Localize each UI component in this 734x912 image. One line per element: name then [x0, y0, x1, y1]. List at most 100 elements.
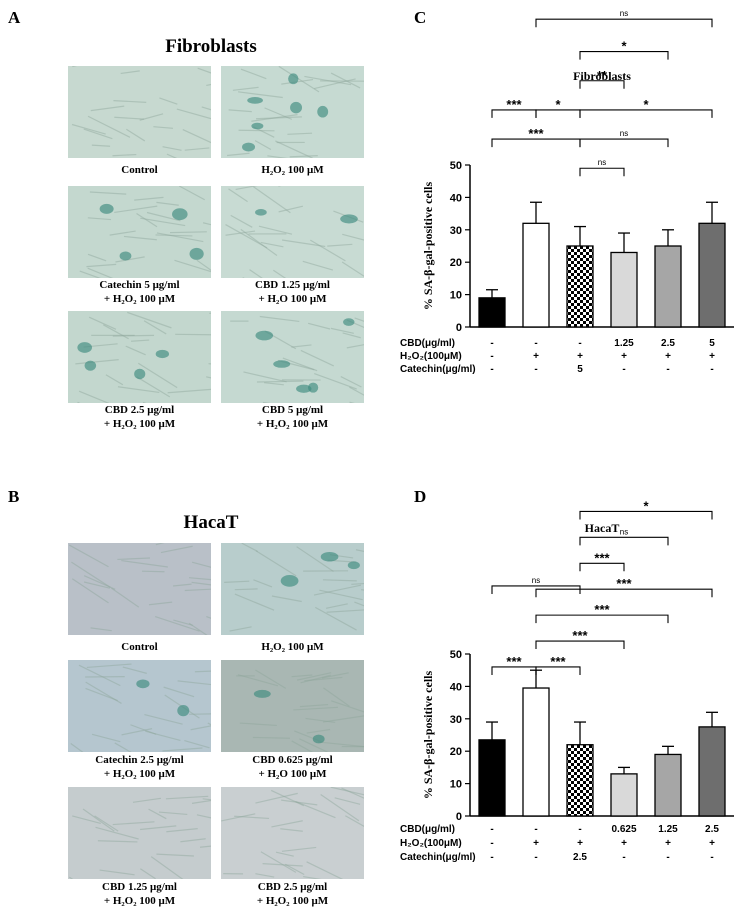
micrograph-caption: CBD 1.25 μg/ml + H₂O 100 μM	[211, 278, 374, 306]
significance-label: ***	[594, 602, 610, 617]
condition-cell: +	[621, 351, 627, 362]
bar	[698, 726, 726, 817]
condition-cell: 2.5	[705, 824, 719, 835]
caption-line-2: + H₂O 100 μM	[258, 768, 327, 780]
micrograph-a-5	[68, 311, 211, 403]
condition-row-label: H₂O₂(100μM)	[400, 351, 462, 362]
condition-cell: -	[534, 824, 538, 835]
condition-cell: +	[533, 351, 539, 362]
y-tick-label: 30	[450, 225, 462, 237]
bar	[698, 222, 726, 328]
micrograph-a-1	[68, 66, 211, 158]
caption-line-1: CBD 1.25 μg/ml	[255, 279, 330, 291]
caption-line-2: + H₂O₂ 100 μM	[103, 895, 176, 907]
significance-bracket	[579, 109, 713, 118]
caption-line-1: Catechin 5 μg/ml	[99, 279, 180, 291]
significance-label: *	[621, 39, 627, 54]
caption-line-2: + H₂O 100 μM	[258, 293, 327, 305]
bar	[610, 773, 638, 817]
micrograph-caption: H₂O₂ 100 μM	[211, 163, 374, 177]
y-tick-label: 50	[450, 649, 462, 661]
micrograph-a-4	[221, 186, 364, 278]
micrograph-caption: Control	[58, 163, 221, 177]
y-axis-label: % SA-β-gal-positive cells	[421, 182, 435, 311]
caption-line-1: Catechin 2.5 μg/ml	[95, 754, 184, 766]
significance-label: ns	[620, 129, 628, 138]
micrograph-b-1	[68, 543, 211, 635]
significance-label: **	[597, 68, 608, 83]
y-tick-label: 0	[456, 322, 462, 334]
micrograph-caption: CBD 5 μg/ml + H₂O₂ 100 μM	[211, 403, 374, 431]
significance-label: ***	[506, 97, 522, 112]
significance-label: *	[555, 97, 561, 112]
condition-cell: 1.25	[658, 824, 678, 835]
condition-row-label: CBD(μg/ml)	[400, 824, 455, 835]
condition-cell: +	[665, 838, 671, 849]
bar	[478, 297, 506, 328]
caption-line-1: CBD 2.5 μg/ml	[257, 881, 328, 893]
micrograph-b-4	[221, 660, 364, 752]
condition-cell: -	[490, 824, 494, 835]
caption-line-1: H₂O₂ 100 μM	[261, 641, 324, 653]
caption-line-1: CBD 1.25 μg/ml	[102, 881, 177, 893]
caption-line-1: H₂O₂ 100 μM	[261, 164, 324, 176]
condition-cell: 1.25	[614, 338, 634, 349]
significance-bracket	[491, 585, 581, 594]
significance-label: ***	[594, 550, 610, 565]
significance-label: ***	[506, 654, 522, 669]
condition-cell: 0.625	[611, 824, 637, 835]
condition-cell: -	[578, 338, 582, 349]
micrograph-b-6	[221, 787, 364, 879]
caption-line-2: + H₂O₂ 100 μM	[256, 895, 329, 907]
chart-d: HacaT % SA-β-gal-positive cells 0 10 20 30 40 5…	[421, 498, 734, 823]
y-tick-label: 0	[456, 811, 462, 823]
condition-cell: -	[622, 852, 626, 863]
micrograph-caption: Catechin 5 μg/ml + H₂O₂ 100 μM	[58, 278, 221, 306]
micrograph-caption: CBD 1.25 μg/ml + H₂O₂ 100 μM	[58, 880, 221, 908]
y-tick-label: 20	[450, 746, 462, 758]
caption-line-2: + H₂O₂ 100 μM	[103, 293, 176, 305]
condition-cell: +	[577, 351, 583, 362]
micrograph-caption: H₂O₂ 100 μM	[211, 640, 374, 654]
condition-row-label: CBD(μg/ml)	[400, 338, 455, 349]
chart-title: HacaT	[585, 521, 620, 535]
y-tick-label: 20	[450, 257, 462, 269]
panel-label-c: C	[414, 8, 427, 27]
caption-line-1: CBD 5 μg/ml	[261, 404, 324, 416]
condition-cell: +	[709, 838, 715, 849]
condition-cell: 2.5	[661, 338, 675, 349]
condition-cell: -	[710, 364, 714, 375]
significance-label: ns	[620, 9, 628, 18]
y-tick-label: 40	[450, 192, 462, 204]
bar	[522, 687, 550, 817]
condition-cell: -	[534, 852, 538, 863]
micrograph-a-6	[221, 311, 364, 403]
bar	[566, 245, 594, 328]
significance-label: ***	[528, 126, 544, 141]
y-axis-label: % SA-β-gal-positive cells	[421, 671, 435, 800]
significance-bracket	[579, 51, 669, 60]
caption-line-1: CBD 0.625 μg/ml	[252, 754, 333, 766]
condition-cell: +	[621, 838, 627, 849]
y-tick-label: 10	[450, 779, 462, 791]
chart-title: Fibroblasts	[573, 69, 631, 83]
micrograph-b-2	[221, 543, 364, 635]
significance-label: ns	[598, 158, 606, 167]
significance-label: ns	[532, 576, 540, 585]
condition-cell: +	[533, 838, 539, 849]
condition-cell: +	[709, 351, 715, 362]
significance-bracket	[535, 666, 581, 675]
condition-row-label: Catechin(μg/ml)	[400, 852, 476, 863]
panel-label-b: B	[8, 487, 20, 506]
micrograph-b-5	[68, 787, 211, 879]
condition-cell: -	[490, 338, 494, 349]
micrograph-caption: Catechin 2.5 μg/ml + H₂O₂ 100 μM	[58, 753, 221, 781]
panel-a-title: Fibroblasts	[165, 36, 257, 57]
bar	[522, 222, 550, 328]
condition-cell: -	[490, 838, 494, 849]
caption-line-1: CBD 2.5 μg/ml	[104, 404, 175, 416]
y-tick-label: 50	[450, 160, 462, 172]
bar	[654, 245, 682, 328]
significance-bracket	[579, 510, 713, 520]
caption-line-1: Control	[121, 641, 158, 653]
